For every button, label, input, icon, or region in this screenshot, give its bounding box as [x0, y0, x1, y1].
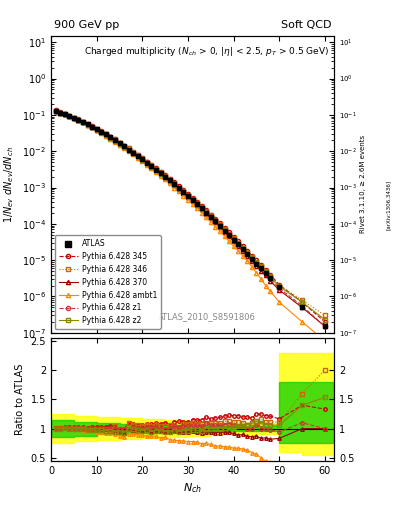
X-axis label: $N_{ch}$: $N_{ch}$: [183, 481, 202, 495]
Text: Charged multiplicity ($N_{ch}$ > 0, $|\eta|$ < 2.5, $p_T$ > 0.5 GeV): Charged multiplicity ($N_{ch}$ > 0, $|\e…: [84, 45, 329, 58]
Text: 900 GeV pp: 900 GeV pp: [54, 20, 119, 30]
Y-axis label: Ratio to ATLAS: Ratio to ATLAS: [15, 364, 25, 435]
Text: Soft QCD: Soft QCD: [281, 20, 331, 30]
Legend: ATLAS, Pythia 6.428 345, Pythia 6.428 346, Pythia 6.428 370, Pythia 6.428 ambt1,: ATLAS, Pythia 6.428 345, Pythia 6.428 34…: [55, 236, 161, 329]
Text: [arXiv:1306.3436]: [arXiv:1306.3436]: [386, 180, 391, 230]
Y-axis label: $1/N_{ev}\ dN_{ev}/dN_{ch}$: $1/N_{ev}\ dN_{ev}/dN_{ch}$: [3, 146, 17, 223]
Text: ATLAS_2010_S8591806: ATLAS_2010_S8591806: [158, 312, 256, 321]
Y-axis label: Rivet 3.1.10, ≥ 2.6M events: Rivet 3.1.10, ≥ 2.6M events: [360, 135, 365, 233]
